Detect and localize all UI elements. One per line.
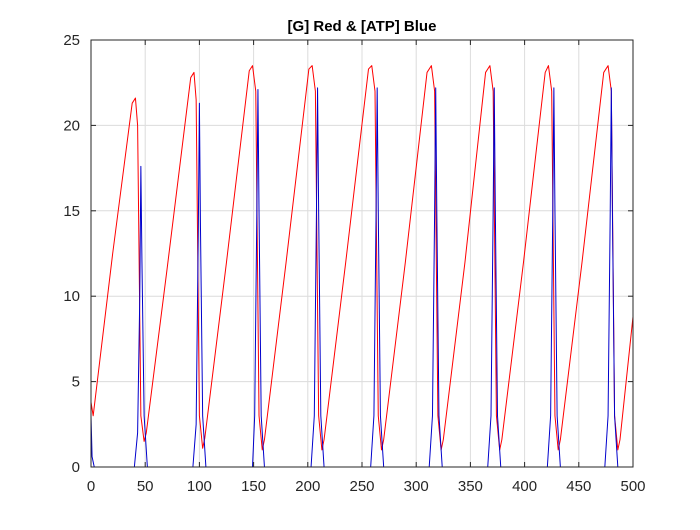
y-tick-label: 20 <box>63 117 80 134</box>
x-tick-label: 400 <box>512 478 537 495</box>
x-tick-label: 350 <box>458 478 483 495</box>
ticks <box>90 39 634 468</box>
x-tick-label: 100 <box>187 478 212 495</box>
x-tick-label: 150 <box>241 478 266 495</box>
chart-title: [G] Red & [ATP] Blue <box>288 18 437 35</box>
x-tick-labels: 0 50 100 150 200 250 300 350 400 450 500 <box>87 478 646 495</box>
glucose-series-line <box>90 65 634 451</box>
x-tick-label: 0 <box>87 478 95 495</box>
series-group <box>90 65 634 468</box>
x-tick-label: 300 <box>404 478 429 495</box>
x-tick-label: 450 <box>566 478 591 495</box>
y-tick-label: 15 <box>63 203 80 220</box>
y-tick-label: 10 <box>63 288 80 305</box>
x-tick-label: 500 <box>620 478 645 495</box>
x-tick-label: 50 <box>137 478 154 495</box>
x-tick-label: 200 <box>295 478 320 495</box>
y-tick-labels: 0 5 10 15 20 25 <box>63 32 80 476</box>
x-tick-label: 250 <box>349 478 374 495</box>
y-tick-label: 0 <box>72 459 80 476</box>
atp-series-line <box>90 87 634 468</box>
y-tick-label: 5 <box>72 374 80 391</box>
y-tick-label: 25 <box>63 32 80 49</box>
